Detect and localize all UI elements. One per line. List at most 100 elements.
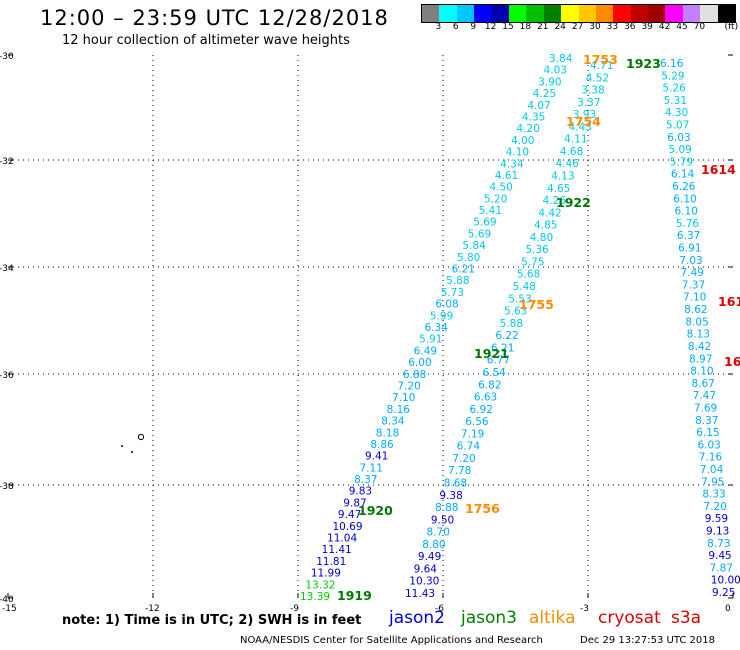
wave-height-value: 6.08 [435, 299, 458, 311]
wave-height-value: 5.73 [441, 287, 464, 299]
wave-height-value: 5.53 [508, 293, 531, 305]
satellite-label-jason2: jason2 [389, 608, 445, 628]
wave-height-value: 6.15 [696, 427, 719, 439]
wave-height-value: 5.36 [525, 244, 549, 256]
legend-label: 9 [470, 22, 477, 32]
wave-height-value: 6.77 [487, 355, 510, 367]
legend-label: 42 [658, 22, 671, 32]
legend-swatch [422, 5, 440, 22]
wave-height-value: 13.32 [305, 579, 335, 591]
lat-label: -38 [0, 482, 14, 492]
legend-swatch [439, 5, 457, 22]
satellite-label-altika: altika [529, 608, 576, 628]
legend-label: 33 [606, 22, 619, 32]
wave-height-value: 6.88 [403, 369, 426, 381]
island-outline [137, 433, 145, 441]
legend-label: 39 [641, 22, 653, 32]
wave-height-value: 6.34 [425, 322, 449, 334]
wave-height-value: 7.10 [392, 392, 415, 404]
wave-height-value: 7.95 [701, 476, 724, 488]
wave-height-value: 10.00 [711, 575, 740, 587]
wave-height-value: 8.86 [370, 439, 394, 451]
wave-height-value: 4.65 [547, 183, 570, 195]
wave-height-value: 9.87 [343, 497, 366, 509]
wave-height-value: 11.04 [327, 533, 357, 545]
legend-swatch [595, 5, 614, 22]
time-stamp: 1614 [701, 162, 736, 177]
wave-height-value: 8.05 [685, 316, 708, 328]
wave-height-value: 6.26 [672, 181, 696, 193]
wave-height-value: 7.37 [682, 279, 705, 291]
wave-height-value: 9.13 [706, 525, 729, 537]
time-stamp: 1921 [474, 346, 509, 361]
wave-height-value: 8.34 [381, 416, 405, 428]
wave-height-value: 6.21 [491, 342, 514, 354]
wave-height-value: 7.19 [461, 428, 484, 440]
wave-height-value: 8.80 [422, 539, 445, 551]
time-stamp: 1753 [583, 52, 618, 67]
wave-height-value: 6.54 [482, 367, 506, 379]
wave-height-value: 4.80 [530, 232, 553, 244]
legend-swatch [578, 5, 596, 22]
wave-height-value: 11.43 [405, 588, 435, 600]
wave-height-value: 4.00 [511, 135, 534, 147]
wave-height-value: 5.91 [419, 334, 442, 346]
time-stamp: 1919 [337, 588, 372, 603]
wave-height-value: 5.69 [473, 217, 496, 229]
wave-height-value: 9.41 [365, 451, 388, 463]
legend-swatch [682, 5, 701, 22]
wave-height-value: 5.68 [517, 269, 540, 281]
legend-swatch [630, 5, 649, 22]
wave-height-value: 4.43 [568, 121, 591, 133]
wave-height-value: 3.37 [577, 97, 600, 109]
legend-label: 18 [519, 22, 532, 32]
time-stamp: 1923 [626, 56, 661, 71]
wave-height-value: 4.85 [534, 220, 557, 232]
wave-height-value: 9.64 [414, 563, 438, 575]
wave-height-value: 9.59 [705, 513, 728, 525]
wave-height-value: 8.33 [702, 489, 725, 501]
lat-label: -32 [0, 157, 14, 167]
wave-height-value: 5.26 [662, 83, 686, 95]
wave-height-value: 4.46 [556, 158, 580, 170]
satellite-label-cryosat: cryosat [598, 608, 661, 628]
island-dot [131, 451, 133, 453]
wave-height-value: 8.97 [689, 353, 712, 365]
wave-height-value: 6.49 [414, 345, 437, 357]
wave-height-value: 6.10 [673, 193, 696, 205]
time-stamp: 1754 [566, 114, 601, 129]
time-stamp: 1920 [358, 503, 393, 518]
wave-height-value: 6.21 [452, 264, 475, 276]
wave-height-value: 4.30 [665, 107, 688, 119]
wave-height-value: 4.50 [489, 182, 512, 194]
wave-height-value: 11.81 [316, 556, 346, 568]
wave-height-value: 6.74 [457, 441, 481, 453]
legend-label: 30 [589, 22, 601, 32]
wave-height-value: 5.09 [668, 144, 691, 156]
wave-height-value: 13.39 [300, 591, 330, 603]
legend-swatch [508, 5, 527, 22]
wave-height-value: 5.31 [664, 95, 687, 107]
legend-swatch [526, 5, 544, 22]
wave-height-value: 8.42 [688, 341, 711, 353]
wave-height-value: 8.37 [354, 474, 377, 486]
lat-label: -36 [0, 371, 14, 381]
wave-height-value: 6.63 [474, 392, 497, 404]
wave-height-value: 5.07 [666, 120, 689, 132]
wave-height-value: 6.00 [408, 357, 431, 369]
wave-height-value: 5.80 [457, 252, 480, 264]
wave-height-value: 7.69 [694, 402, 717, 414]
wave-height-value: 7.20 [397, 380, 420, 392]
page-title: 12:00 – 23:59 UTC 12/28/2018 [40, 6, 389, 30]
legend-swatch [700, 5, 718, 22]
wave-height-value: 3.84 [549, 53, 573, 65]
lat-label: -34 [0, 264, 14, 274]
wave-height-value: 4.26 [543, 195, 567, 207]
legend-swatch [491, 5, 509, 22]
wave-height-value: 5.84 [462, 240, 486, 252]
wave-height-value: 7.04 [700, 464, 724, 476]
wave-height-value: 3.93 [573, 109, 596, 121]
wave-height-value: 7.11 [360, 462, 383, 474]
wave-height-value: 8.10 [690, 366, 713, 378]
